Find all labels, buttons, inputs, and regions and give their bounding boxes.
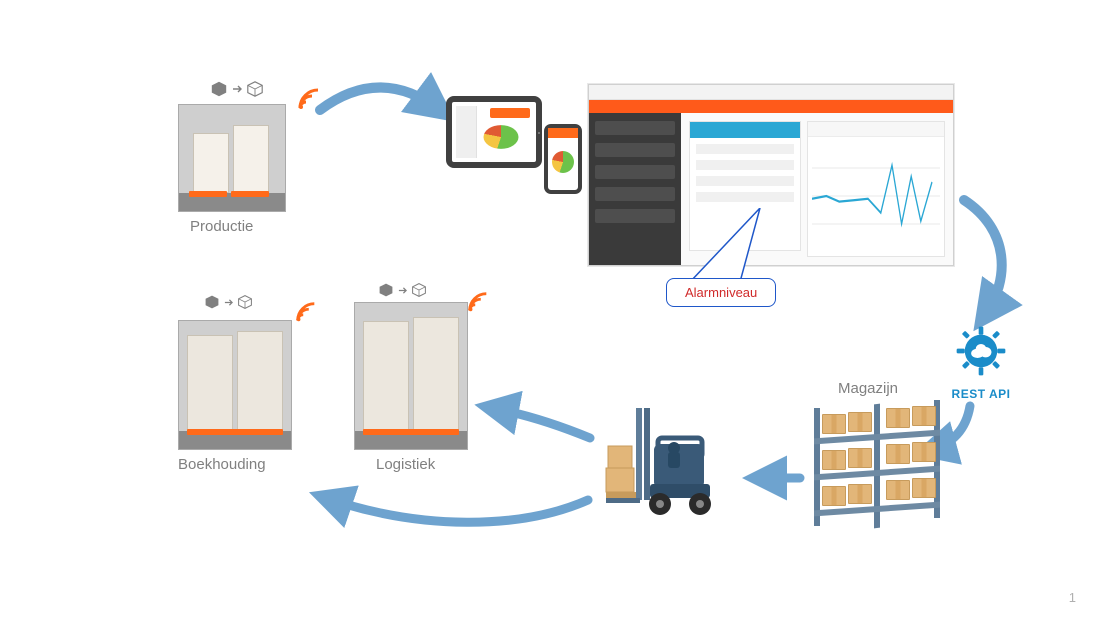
logistiek-pallet-photo: [354, 302, 468, 450]
phone-icon: [544, 124, 582, 194]
alarm-callout: Alarmniveau: [666, 278, 776, 307]
signal-icon-boekhouding: [294, 300, 318, 329]
magazijn-label: Magazijn: [838, 380, 898, 397]
model-icon-productie: [210, 80, 264, 98]
warehouse-racks-icon: [810, 404, 950, 534]
page-number: 1: [1069, 590, 1076, 605]
productie-pallet-photo: [178, 104, 286, 212]
signal-icon-logistiek: [466, 290, 490, 319]
gear-cloud-icon: [952, 322, 1010, 380]
model-icon-logistiek: [378, 282, 427, 298]
dashboard-chart-panel: [807, 121, 945, 257]
alarm-callout-text: Alarmniveau: [685, 285, 757, 300]
boekhouding-pallet-photo: [178, 320, 292, 450]
model-icon-boekhouding: [204, 294, 253, 310]
signal-icon-productie: [296, 86, 322, 117]
boekhouding-label: Boekhouding: [178, 456, 266, 473]
forklift-icon: [600, 398, 740, 528]
productie-label: Productie: [190, 218, 253, 235]
logistiek-label: Logistiek: [376, 456, 435, 473]
smart-devices: [446, 94, 586, 194]
restapi-label: REST API: [946, 387, 1016, 401]
tablet-icon: [446, 96, 542, 168]
restapi-node: REST API: [946, 322, 1016, 401]
